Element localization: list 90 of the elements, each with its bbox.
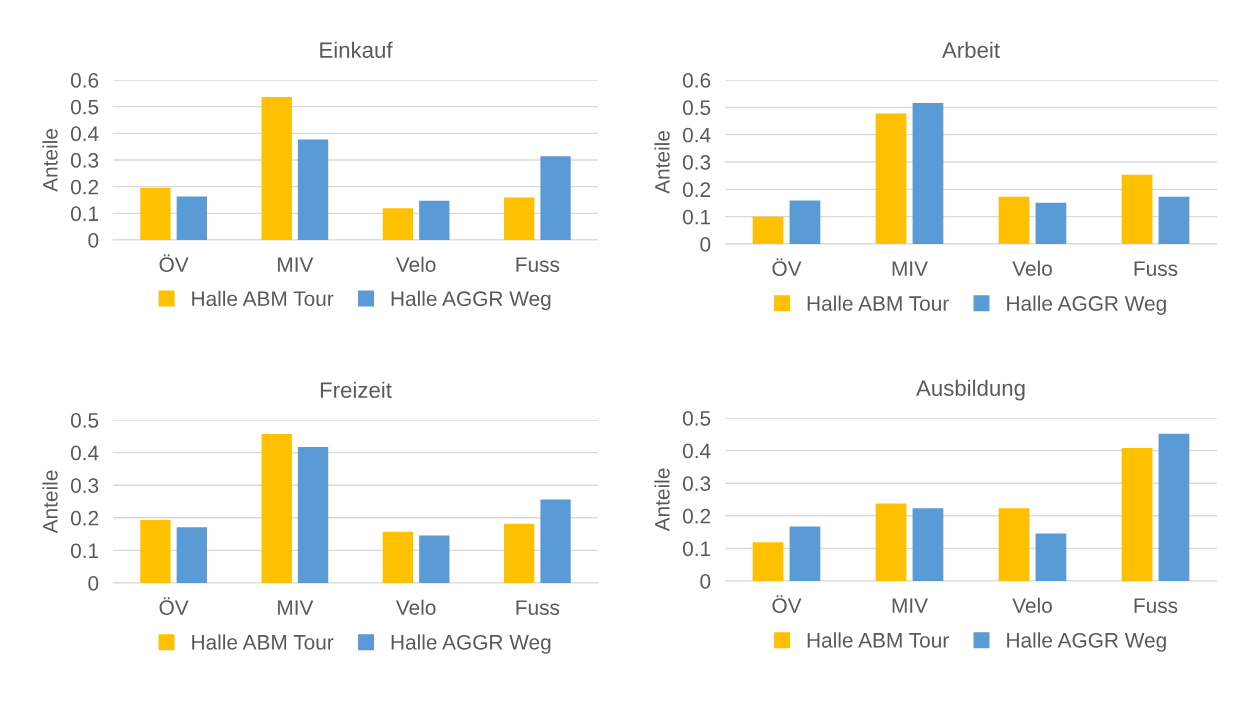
bar — [504, 523, 535, 583]
x-tick-label: Fuss — [516, 257, 560, 272]
x-tick-label: Velo — [1012, 597, 1052, 613]
chart-title: Einkauf — [320, 41, 393, 58]
y-tick-label: 0.5 — [70, 99, 99, 115]
x-tick-label: MIV — [892, 261, 928, 276]
bar — [504, 197, 535, 240]
bar — [1158, 433, 1190, 581]
bar — [789, 200, 821, 244]
bar — [382, 531, 414, 583]
bar — [789, 526, 821, 581]
bar — [1121, 174, 1153, 244]
x-tick-label: MIV — [892, 598, 928, 613]
legend-label: Halle AGGR Weg — [1007, 632, 1166, 652]
bar — [912, 508, 944, 581]
chart-title: Ausbildung — [916, 379, 1025, 401]
bar — [382, 208, 414, 240]
x-tick-label: ÖV — [772, 258, 802, 276]
y-tick-label: 0.2 — [70, 510, 99, 526]
y-axis-title: Anteile — [654, 131, 670, 194]
y-tick-label: 0.4 — [70, 445, 99, 461]
bar — [419, 200, 450, 240]
x-tick-label: Fuss — [516, 600, 560, 615]
x-tick-label: Fuss — [1134, 261, 1178, 276]
y-tick-label: 0.1 — [70, 543, 99, 559]
y-tick-label: 0.2 — [70, 179, 99, 195]
bar — [998, 196, 1030, 244]
y-tick-label: 0 — [700, 237, 711, 252]
bar — [176, 196, 207, 240]
x-tick-label: Velo — [1012, 260, 1052, 276]
y-tick-label: 0.4 — [70, 126, 99, 142]
y-tick-label: 0.1 — [682, 209, 711, 225]
y-tick-label: 0.6 — [682, 73, 711, 88]
bar — [540, 499, 571, 583]
bar — [1121, 447, 1153, 581]
x-tick-label: Fuss — [1134, 598, 1178, 613]
bar — [875, 503, 907, 581]
y-tick-label: 0.3 — [682, 476, 711, 491]
bar — [540, 156, 571, 240]
x-tick-label: MIV — [278, 257, 314, 272]
bar — [261, 97, 292, 240]
bar — [176, 527, 207, 583]
bar — [1035, 533, 1067, 581]
bar — [140, 187, 171, 240]
legend-label: Halle AGGR Weg — [391, 634, 551, 654]
bar — [998, 508, 1030, 581]
y-tick-label: 0.4 — [682, 443, 711, 459]
bar — [912, 102, 944, 244]
bar — [752, 216, 784, 244]
y-tick-label: 0.1 — [70, 206, 99, 222]
legend-label: Halle ABM Tour — [192, 634, 334, 650]
bar — [1035, 202, 1067, 244]
legend-label: Halle ABM Tour — [807, 295, 949, 311]
x-tick-label: ÖV — [772, 595, 802, 613]
y-tick-label: 0.3 — [682, 155, 711, 170]
y-axis-title: Anteile — [42, 129, 58, 192]
y-axis-title: Anteile — [42, 470, 58, 534]
legend-label: Halle AGGR Weg — [1007, 295, 1166, 315]
x-tick-label: MIV — [278, 600, 314, 615]
y-tick-label: 0 — [700, 574, 711, 589]
x-tick-label: ÖV — [159, 597, 189, 615]
x-tick-label: ÖV — [159, 254, 189, 272]
y-tick-label: 0.3 — [70, 478, 99, 493]
y-tick-label: 0.5 — [682, 411, 711, 426]
bar — [261, 434, 292, 583]
bar — [1158, 196, 1190, 244]
y-axis-title: Anteile — [654, 468, 670, 532]
bar — [419, 535, 450, 583]
y-tick-label: 0.2 — [682, 508, 711, 524]
y-tick-label: 0.5 — [682, 100, 711, 116]
legend-label: Halle AGGR Weg — [391, 290, 551, 311]
chart-title: Freizeit — [320, 381, 392, 398]
bar — [297, 447, 329, 583]
bar — [875, 113, 907, 244]
y-tick-label: 0.5 — [70, 413, 99, 428]
y-tick-label: 0.6 — [70, 73, 99, 88]
bar — [297, 139, 329, 240]
x-tick-label: Velo — [395, 599, 436, 615]
bar — [140, 520, 171, 583]
y-tick-label: 0 — [88, 576, 99, 591]
y-tick-label: 0.2 — [682, 182, 711, 198]
chart-title: Arbeit — [942, 41, 1000, 58]
y-tick-label: 0.4 — [682, 127, 711, 143]
y-tick-label: 0.3 — [70, 153, 99, 168]
legend-label: Halle ABM Tour — [192, 290, 334, 307]
bar — [752, 542, 784, 581]
y-tick-label: 0.1 — [682, 541, 711, 557]
y-tick-label: 0 — [88, 233, 99, 248]
x-tick-label: Velo — [395, 256, 436, 272]
legend-label: Halle ABM Tour — [807, 632, 949, 648]
